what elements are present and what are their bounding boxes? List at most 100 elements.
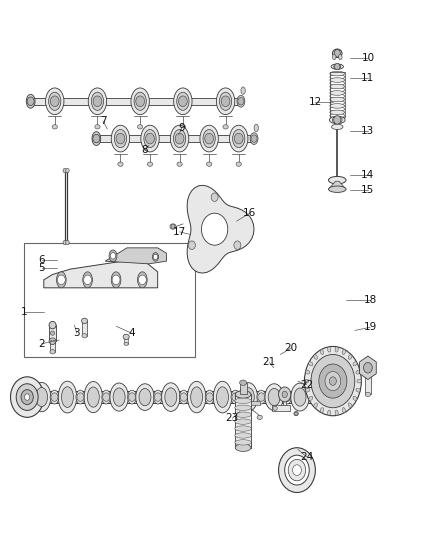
Ellipse shape <box>82 334 87 338</box>
Ellipse shape <box>329 116 345 124</box>
Circle shape <box>145 133 154 144</box>
Ellipse shape <box>309 396 313 400</box>
Text: 4: 4 <box>128 328 135 338</box>
Text: 10: 10 <box>361 53 374 62</box>
Ellipse shape <box>330 114 345 118</box>
Ellipse shape <box>330 81 345 85</box>
Ellipse shape <box>235 391 251 398</box>
Polygon shape <box>251 401 260 405</box>
Bar <box>24 243 195 357</box>
Circle shape <box>304 346 361 416</box>
Ellipse shape <box>136 384 154 410</box>
Ellipse shape <box>320 350 324 354</box>
Ellipse shape <box>203 130 215 148</box>
Circle shape <box>102 393 110 401</box>
Circle shape <box>63 168 67 173</box>
Circle shape <box>129 393 136 401</box>
Circle shape <box>311 354 355 408</box>
Ellipse shape <box>216 387 229 407</box>
Ellipse shape <box>306 388 310 392</box>
Circle shape <box>188 241 195 249</box>
Ellipse shape <box>335 410 338 415</box>
Circle shape <box>153 254 158 260</box>
Ellipse shape <box>235 419 251 424</box>
Circle shape <box>112 275 120 285</box>
Ellipse shape <box>235 398 251 403</box>
Ellipse shape <box>61 387 74 407</box>
Circle shape <box>27 97 34 106</box>
Ellipse shape <box>332 116 342 124</box>
Ellipse shape <box>273 406 277 410</box>
Text: 19: 19 <box>364 322 377 332</box>
Ellipse shape <box>206 162 212 166</box>
Ellipse shape <box>191 387 203 407</box>
Ellipse shape <box>342 408 346 413</box>
Ellipse shape <box>216 88 235 115</box>
Ellipse shape <box>357 379 361 383</box>
Circle shape <box>285 455 309 485</box>
Ellipse shape <box>242 387 254 407</box>
Text: 24: 24 <box>300 452 313 462</box>
Ellipse shape <box>330 75 345 79</box>
Text: 22: 22 <box>300 380 313 390</box>
Text: 13: 13 <box>361 126 374 135</box>
Circle shape <box>51 393 58 401</box>
Ellipse shape <box>331 64 343 69</box>
Ellipse shape <box>265 384 283 410</box>
Circle shape <box>221 96 230 107</box>
Bar <box>50 341 55 352</box>
Ellipse shape <box>348 354 352 359</box>
Bar <box>82 321 87 336</box>
Circle shape <box>279 448 315 492</box>
Ellipse shape <box>205 390 214 404</box>
Ellipse shape <box>46 88 64 115</box>
Ellipse shape <box>235 440 251 445</box>
Ellipse shape <box>231 390 240 404</box>
Ellipse shape <box>165 388 177 406</box>
Bar <box>283 394 286 407</box>
Ellipse shape <box>110 383 128 411</box>
Ellipse shape <box>330 107 345 111</box>
Circle shape <box>77 393 84 401</box>
Ellipse shape <box>50 390 59 404</box>
Ellipse shape <box>330 87 345 92</box>
Ellipse shape <box>294 411 298 416</box>
Circle shape <box>66 168 69 173</box>
Ellipse shape <box>356 388 360 392</box>
Polygon shape <box>96 135 254 142</box>
Circle shape <box>138 275 146 285</box>
Ellipse shape <box>328 186 346 192</box>
Ellipse shape <box>131 88 149 115</box>
Text: 14: 14 <box>361 170 374 180</box>
Ellipse shape <box>141 125 159 152</box>
Circle shape <box>25 394 30 400</box>
Ellipse shape <box>50 350 55 354</box>
Ellipse shape <box>147 162 153 166</box>
Ellipse shape <box>339 54 342 60</box>
Circle shape <box>201 213 228 245</box>
Bar <box>235 394 251 448</box>
Ellipse shape <box>92 132 101 146</box>
Ellipse shape <box>180 390 188 404</box>
Circle shape <box>334 50 340 57</box>
Ellipse shape <box>233 130 245 148</box>
Text: 18: 18 <box>364 295 377 304</box>
Circle shape <box>325 372 341 391</box>
Ellipse shape <box>330 97 345 102</box>
Ellipse shape <box>328 410 331 415</box>
Ellipse shape <box>230 125 248 152</box>
Ellipse shape <box>200 125 218 152</box>
Ellipse shape <box>235 405 251 410</box>
Polygon shape <box>187 185 254 273</box>
Ellipse shape <box>84 382 102 413</box>
Text: 21: 21 <box>263 358 276 367</box>
Ellipse shape <box>332 54 336 60</box>
Ellipse shape <box>50 340 55 344</box>
Ellipse shape <box>49 92 61 110</box>
Text: 8: 8 <box>141 146 148 155</box>
Ellipse shape <box>162 383 180 411</box>
Circle shape <box>50 96 59 107</box>
Ellipse shape <box>328 347 331 352</box>
Ellipse shape <box>32 383 51 411</box>
Ellipse shape <box>330 110 345 115</box>
